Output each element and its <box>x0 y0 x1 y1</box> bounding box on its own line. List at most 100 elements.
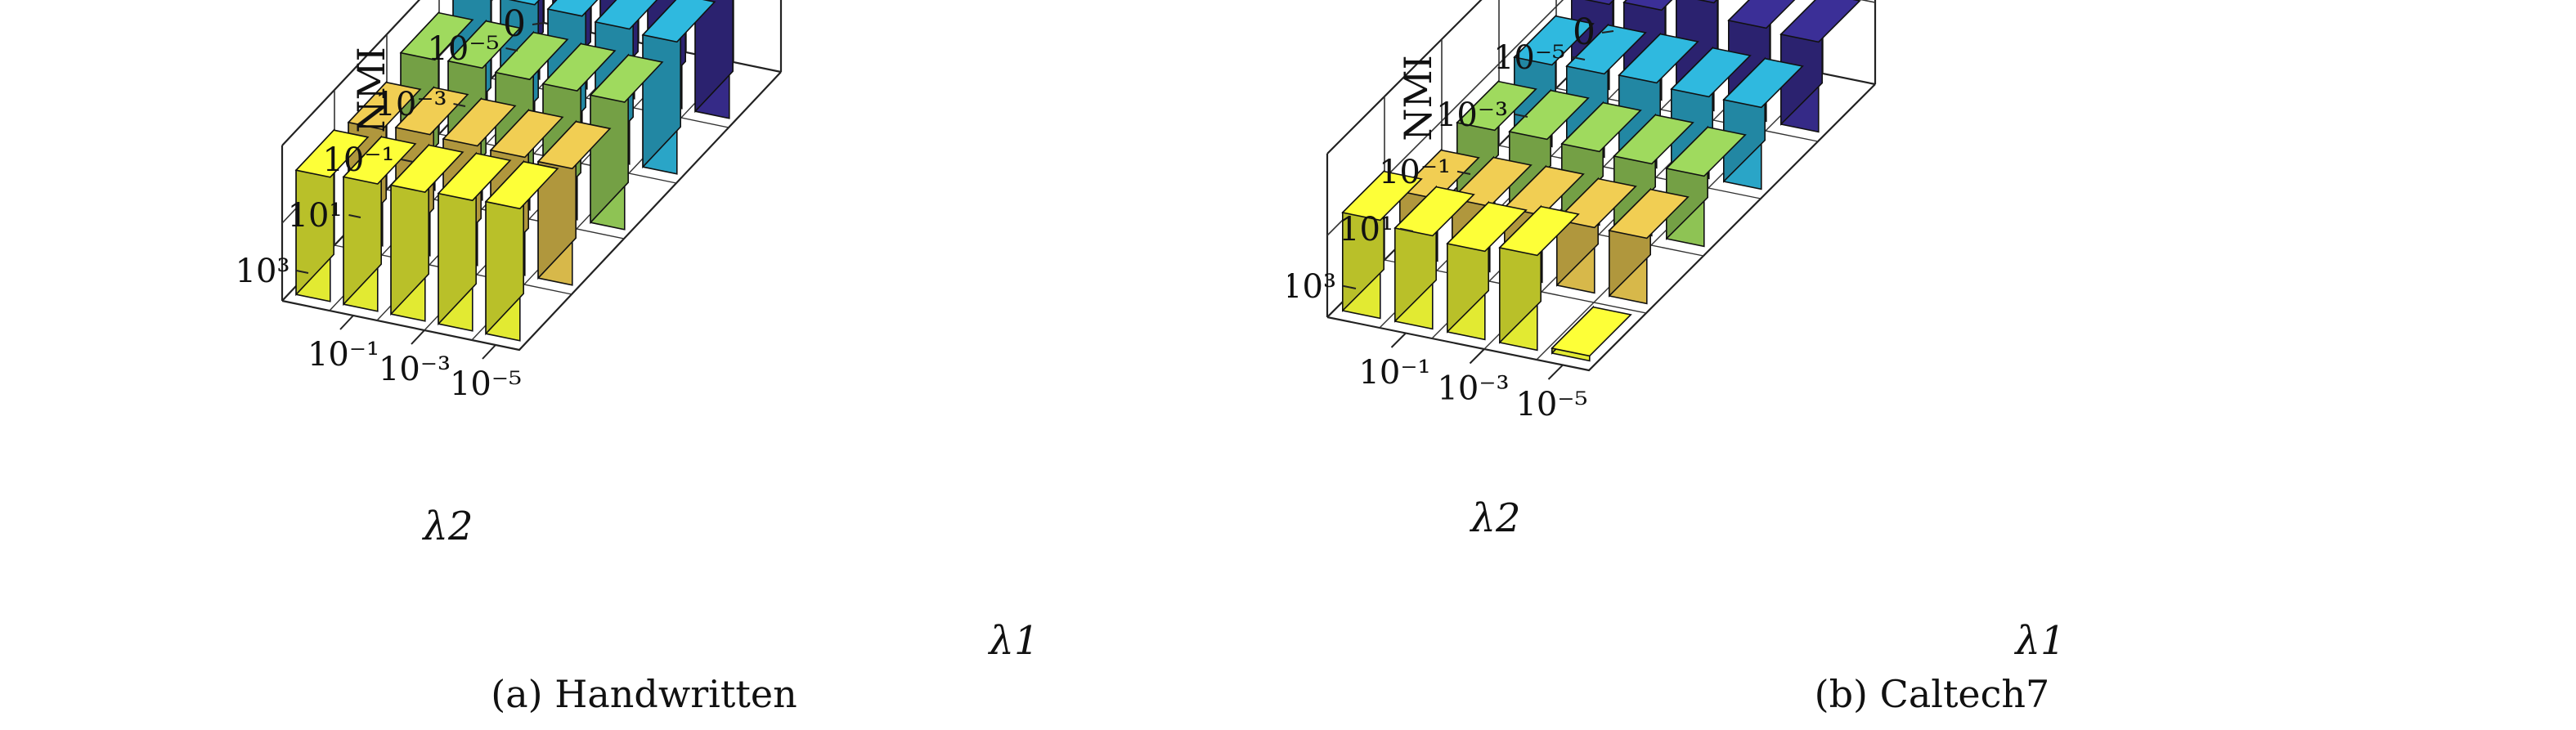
bar-top <box>294 129 370 178</box>
chart-panel-handwritten: 050100%NMI10⁻⁵10⁻³10⁻¹10¹10³λ210⁻¹10⁻³10… <box>236 0 1039 716</box>
y-tick-label: 10⁻⁵ <box>1493 39 1565 77</box>
bar-side <box>694 0 734 114</box>
bar-top <box>1622 0 1673 11</box>
bar-top <box>641 0 716 43</box>
y-tick <box>348 214 361 218</box>
y-tick <box>1571 56 1586 60</box>
y-tick <box>1456 170 1471 175</box>
bar-top <box>1456 80 1537 132</box>
bar <box>1608 187 1690 305</box>
bar-top <box>494 31 569 81</box>
x-tick-label: 10⁻⁵ <box>1515 386 1587 423</box>
bar-top <box>1393 186 1475 237</box>
bar-top <box>589 54 664 103</box>
bar <box>484 159 559 342</box>
z-axis: 050100%NMI <box>349 3 545 133</box>
y-tick <box>1514 113 1528 118</box>
bar-top <box>1584 0 1615 6</box>
bar-top <box>1779 0 1861 43</box>
x-axis-label: λ1 <box>988 618 1039 664</box>
x-tick <box>1469 348 1485 365</box>
z-axis-label: NMI <box>1396 55 1440 141</box>
bar-top <box>1697 0 1718 4</box>
bar-top <box>489 109 564 159</box>
bar-top <box>1560 101 1642 153</box>
bar <box>294 128 370 302</box>
bar <box>1551 305 1632 362</box>
bar-top <box>541 43 617 92</box>
bar <box>1508 88 1590 216</box>
bar-top <box>546 0 599 17</box>
bar <box>1722 56 1804 190</box>
x-tick-label: 10⁻¹ <box>1358 354 1430 392</box>
x-axis: 10⁻¹10⁻³10⁻⁵ λ1 <box>307 315 1039 664</box>
y-axis-label: λ2 <box>1470 495 1521 541</box>
bars <box>294 0 734 342</box>
bar <box>694 0 734 119</box>
y-tick-label: 10⁻¹ <box>322 141 394 179</box>
bar-top <box>394 87 469 136</box>
bar <box>389 143 464 322</box>
y-tick-label: 10³ <box>236 253 290 290</box>
bar <box>1665 125 1747 248</box>
x-tick-label: 10⁻¹ <box>307 336 379 374</box>
y-tick <box>1399 227 1414 232</box>
x-tick <box>339 315 354 330</box>
z-tick-label: 0 <box>503 3 526 45</box>
z-axis: 050100%NMI <box>1396 11 1614 141</box>
bar <box>1446 200 1528 341</box>
z-axis-label: NMI <box>349 47 393 133</box>
bar <box>536 119 612 286</box>
z-tick-label: 0 <box>1573 11 1595 53</box>
bar-top <box>1608 188 1690 240</box>
bar-top <box>508 0 541 6</box>
x-tick <box>411 329 425 345</box>
bar-top <box>1618 33 1699 84</box>
bar <box>1498 204 1580 352</box>
bar-top <box>1341 170 1423 222</box>
top-edge <box>281 0 421 146</box>
front-floor-edge <box>1326 83 1876 372</box>
bar-top <box>1722 57 1804 109</box>
chart-caption: (a) Handwritten <box>491 672 797 716</box>
z-tick <box>1601 30 1614 34</box>
chart-caption: (b) Caltech7 <box>1814 672 2050 716</box>
bar-top <box>389 144 464 193</box>
bar-top <box>1565 24 1647 75</box>
bar-top <box>536 120 612 170</box>
bar <box>437 151 512 332</box>
x-tick-label: 10⁻³ <box>1437 370 1509 408</box>
bar-top <box>1508 89 1590 141</box>
y-tick-label: 10³ <box>1288 268 1336 306</box>
y-tick <box>505 47 518 52</box>
bar-top <box>1498 205 1580 257</box>
bar <box>1341 169 1423 320</box>
z-tick <box>532 22 545 25</box>
top-edge <box>1326 0 1483 155</box>
bar-top <box>399 11 474 61</box>
y-tick <box>453 103 466 107</box>
bar-top <box>1727 0 1796 29</box>
bar-top <box>342 136 417 185</box>
bars <box>1341 0 1861 362</box>
y-tick <box>1342 284 1357 289</box>
bar <box>342 135 417 312</box>
bar <box>1779 0 1861 133</box>
chart-caltech7: 050100%NMI10⁻⁵10⁻³10⁻¹10¹10³λ210⁻¹10⁻³10… <box>1288 0 2066 664</box>
bar-top <box>447 20 522 69</box>
y-axis-label: λ2 <box>422 504 473 549</box>
bar-top <box>1446 201 1528 253</box>
bar-top <box>594 0 658 30</box>
bar-top <box>347 81 422 131</box>
x-tick-label: 10⁻³ <box>379 351 451 388</box>
bar-top <box>1513 15 1595 66</box>
chart-handwritten: 050100%NMI10⁻⁵10⁻³10⁻¹10¹10³λ210⁻¹10⁻³10… <box>236 0 1039 664</box>
y-tick-label: 10⁻³ <box>1436 96 1508 134</box>
x-axis-label: λ1 <box>2014 618 2066 664</box>
chart-panel-caltech7: 050100%NMI10⁻⁵10⁻³10⁻¹10¹10³λ210⁻¹10⁻³10… <box>1288 0 2576 730</box>
bar-top <box>442 98 517 147</box>
y-tick-label: 10¹ <box>1339 211 1393 249</box>
